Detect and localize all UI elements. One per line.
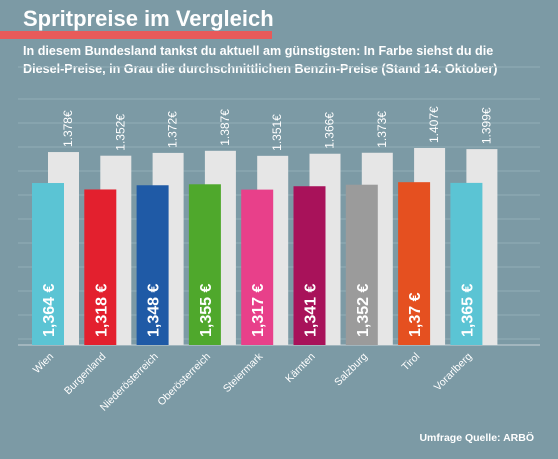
diesel-bar <box>84 189 117 345</box>
category-label: Tirol <box>400 351 423 374</box>
benzin-value-label: 1.372€ <box>166 111 180 148</box>
category-label: Burgenland <box>62 351 109 398</box>
diesel-bar <box>398 182 431 345</box>
diesel-value-label: 1,355 € <box>198 284 215 337</box>
diesel-value-label: 1,318 € <box>93 284 110 337</box>
diesel-bar <box>293 186 326 345</box>
benzin-value-label: 1.366€ <box>323 112 337 149</box>
category-label: Wien <box>31 351 57 377</box>
chart-subtitle: In diesem Bundesland tankst du aktuell a… <box>23 44 498 76</box>
category-label: Salzburg <box>332 351 370 389</box>
benzin-value-label: 1.351€ <box>270 114 284 151</box>
diesel-value-label: 1,352 € <box>355 284 372 337</box>
diesel-bar <box>136 185 169 345</box>
category-label: Oberösterreich <box>155 351 213 409</box>
diesel-value-label: 1,364 € <box>41 284 58 337</box>
diesel-bar <box>32 183 64 345</box>
diesel-bar <box>188 184 221 345</box>
benzin-value-label: 1.399€ <box>479 107 493 144</box>
category-label: Steiermark <box>221 350 266 395</box>
benzin-value-label: 1.387€ <box>218 109 232 146</box>
diesel-bar <box>345 184 378 345</box>
diesel-value-label: 1,37 € <box>407 292 424 337</box>
diesel-bar <box>241 189 274 345</box>
chart-title: Spritpreise im Vergleich <box>23 6 274 31</box>
benzin-value-label: 1.352€ <box>113 114 127 151</box>
diesel-value-label: 1,317 € <box>250 284 267 337</box>
source-note: Umfrage Quelle: ARBÖ <box>419 432 534 444</box>
diesel-bar <box>450 182 483 345</box>
title-accent-bar <box>0 31 272 39</box>
benzin-value-label: 1.407€ <box>427 106 441 143</box>
category-label: Vorarlberg <box>432 351 475 394</box>
category-label: Kärnten <box>283 351 318 386</box>
benzin-value-label: 1.378€ <box>61 110 75 147</box>
diesel-value-label: 1,341 € <box>303 284 320 337</box>
diesel-value-label: 1,365 € <box>459 284 476 337</box>
benzin-value-label: 1.373€ <box>375 111 389 148</box>
diesel-value-label: 1,348 € <box>146 284 163 337</box>
